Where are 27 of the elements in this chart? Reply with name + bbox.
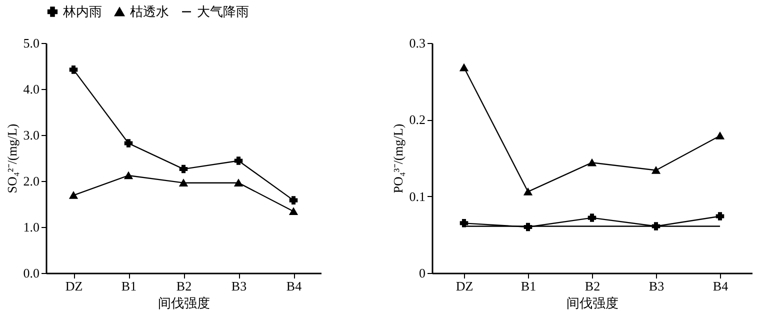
x-tick-label: DZ [456, 278, 474, 294]
y-tick-label: 0.3 [409, 36, 426, 50]
y-tick-label: 5.0 [23, 36, 40, 50]
x-tick-label: B1 [520, 278, 536, 294]
legend-label: 大气降雨 [197, 4, 249, 19]
x-tick-label: B2 [176, 278, 192, 294]
x-axis-title: 间伐强度 [566, 296, 618, 310]
x-tick-label: B3 [231, 278, 247, 294]
x-tick-label: B3 [648, 278, 664, 294]
y-axis-title: PO₄³⁻/(mg/L) [390, 124, 406, 194]
legend-label: 枯透水 [130, 4, 169, 19]
y-axis-title: SO₄²⁻/(mg/L) [4, 124, 20, 194]
y-tick-label: 4.0 [23, 82, 40, 96]
x-tick-label: B4 [286, 278, 302, 294]
y-tick-label: 2.0 [23, 174, 40, 188]
y-tick-label: 0.0 [23, 266, 40, 280]
y-tick-label: 3.0 [23, 128, 40, 142]
y-tick-label: 0 [419, 266, 426, 280]
x-axis-title: 间伐强度 [158, 296, 210, 310]
y-tick-label: 1.0 [23, 220, 40, 234]
y-tick-label: 0.2 [409, 112, 426, 128]
x-tick-label: DZ [65, 278, 83, 294]
x-tick-label: B4 [712, 278, 729, 294]
x-tick-label: B1 [121, 278, 137, 294]
x-tick-label: B2 [584, 278, 600, 294]
legend-label: 林内雨 [62, 4, 102, 19]
y-tick-label: 0.1 [409, 188, 426, 204]
